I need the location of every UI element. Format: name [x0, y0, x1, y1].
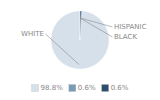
pie — [51, 11, 109, 69]
legend-label: 0.6% — [111, 84, 129, 92]
category-label: BLACK — [114, 33, 137, 41]
legend: 98.8% 0.6% 0.6% — [32, 84, 129, 92]
legend-swatch — [69, 85, 76, 92]
legend-item: 0.6% — [69, 84, 96, 92]
leader-line — [81, 18, 112, 27]
leader-line — [80, 18, 112, 37]
category-label: HISPANIC — [114, 23, 147, 31]
legend-label: 98.8% — [41, 84, 64, 92]
legend-swatch — [102, 85, 109, 92]
legend-item: 98.8% — [32, 84, 64, 92]
pie-slice — [51, 11, 109, 69]
legend-item: 0.6% — [102, 84, 129, 92]
pie-slice — [80, 11, 81, 40]
pie-slice — [80, 11, 82, 40]
chart: WHITE HISPANIC BLACK 98.8% 0.6% 0.6% — [0, 0, 160, 100]
legend-swatch — [32, 85, 39, 92]
leader-line — [46, 34, 80, 65]
category-label: WHITE — [21, 30, 44, 38]
legend-label: 0.6% — [78, 84, 96, 92]
